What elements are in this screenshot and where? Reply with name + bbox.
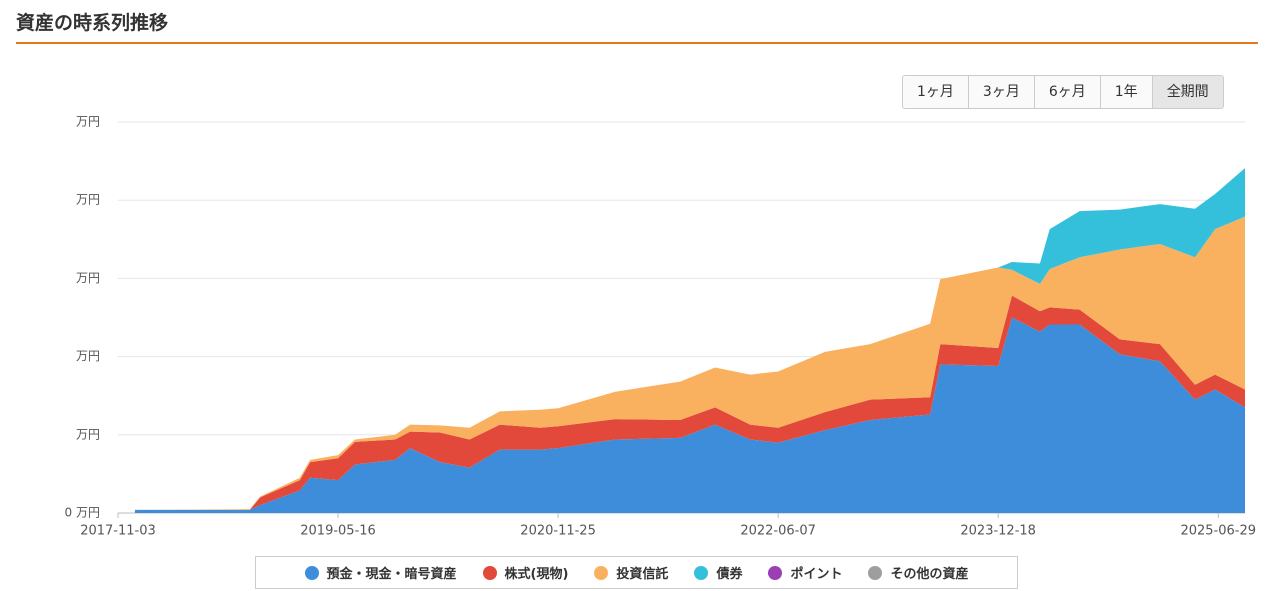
legend-item[interactable]: ポイント <box>768 563 842 582</box>
range-button[interactable]: 1年 <box>1099 76 1152 108</box>
area <box>134 295 1246 510</box>
legend: 預金・現金・暗号資産 株式(現物) 投資信託 債券 ポイント その他の資産 <box>255 556 1018 589</box>
page-title: 資産の時系列推移 <box>16 12 169 34</box>
x-tick-label: 2023-12-18 <box>960 524 1036 539</box>
area <box>134 317 1246 513</box>
legend-swatch <box>868 565 883 580</box>
legend-item[interactable]: 預金・現金・暗号資産 <box>304 563 457 582</box>
range-button[interactable]: 6ヶ月 <box>1033 76 1100 108</box>
y-tick-label: 万円 <box>76 349 100 363</box>
legend-swatch <box>694 565 709 580</box>
legend-label: 債券 <box>716 567 743 582</box>
legend-label: 投資信託 <box>616 567 669 582</box>
y-tick-label: 万円 <box>76 271 100 285</box>
legend-item[interactable]: 株式(現物) <box>482 563 569 582</box>
area <box>134 216 1246 510</box>
x-tick-label: 2022-06-07 <box>740 524 816 539</box>
range-button[interactable]: 3ヶ月 <box>967 76 1034 108</box>
y-tick-label: 万円 <box>76 115 100 129</box>
x-tick-label: 2025-06-29 <box>1180 524 1256 539</box>
y-tick-label: 0 万円 <box>65 506 100 520</box>
legend-item[interactable]: その他の資産 <box>868 563 968 582</box>
legend-label: ポイント <box>790 567 843 582</box>
x-tick-label: 2017-11-03 <box>80 524 156 539</box>
title-rule <box>16 42 1258 44</box>
legend-swatch <box>768 565 783 580</box>
legend-swatch <box>594 565 609 580</box>
legend-swatch <box>304 565 319 580</box>
legend-label: 預金・現金・暗号資産 <box>326 567 457 582</box>
y-tick-label: 万円 <box>76 427 100 441</box>
legend-item[interactable]: 債券 <box>694 563 742 582</box>
legend-item[interactable]: 投資信託 <box>594 563 668 582</box>
y-tick-label: 万円 <box>76 193 100 207</box>
x-tick-label: 2020-11-25 <box>520 524 596 539</box>
range-buttons: 1ヶ月 3ヶ月 6ヶ月 1年 全期間 <box>902 75 1224 109</box>
range-button[interactable]: 全期間 <box>1151 76 1223 108</box>
x-tick-label: 2019-05-16 <box>300 524 376 539</box>
legend-label: 株式(現物) <box>504 567 569 582</box>
range-button[interactable]: 1ヶ月 <box>903 76 968 108</box>
legend-label: その他の資産 <box>890 567 969 582</box>
legend-swatch <box>482 565 497 580</box>
